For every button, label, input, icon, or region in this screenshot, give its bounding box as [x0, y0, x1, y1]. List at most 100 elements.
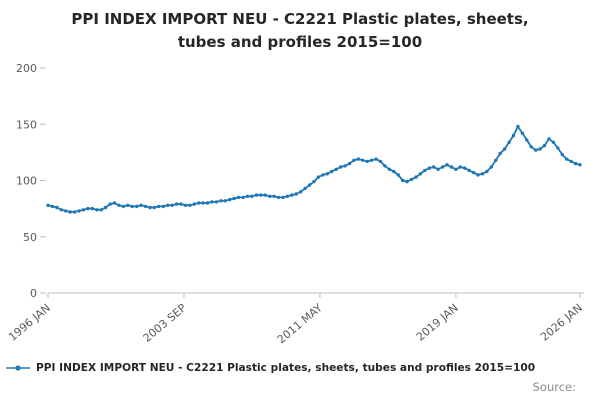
x-axis-tick-label: 2003 SEP [141, 301, 190, 345]
series-point [387, 167, 392, 171]
series-point [525, 138, 529, 142]
series-point [502, 147, 507, 151]
series-point [560, 152, 564, 157]
series-point [130, 204, 134, 209]
series-point [223, 199, 227, 203]
series-point [440, 165, 445, 169]
legend-label: PPI INDEX IMPORT NEU - C2221 Plastic pla… [36, 362, 536, 374]
series-point [489, 165, 493, 169]
series-point [542, 143, 547, 148]
series-point [427, 166, 431, 170]
series-point [307, 183, 312, 187]
series-point [148, 205, 152, 210]
series-point [63, 209, 68, 213]
series-point [81, 208, 86, 212]
series-point [117, 203, 121, 207]
series-point [290, 193, 294, 197]
series-point [392, 169, 396, 174]
x-axis-tick-label: 2026 JAN [538, 301, 585, 343]
series-point [263, 193, 267, 197]
series-point [458, 165, 462, 169]
series-point [356, 157, 360, 161]
x-axis-tick-label: 1996 JAN [6, 301, 53, 343]
series-point [68, 210, 72, 214]
series-point [361, 158, 365, 162]
series-point [369, 158, 374, 162]
series-point [254, 193, 259, 197]
series-point [59, 208, 63, 212]
series-point [573, 161, 578, 166]
series-point [228, 197, 232, 202]
series-point [396, 173, 400, 177]
y-axis-tick-label: 200 [16, 62, 37, 75]
series-point [432, 165, 436, 169]
series-point [409, 177, 414, 182]
series-point [281, 195, 285, 200]
series-point [405, 179, 409, 184]
series-point [374, 157, 378, 161]
series-point [268, 194, 272, 198]
series-line [47, 125, 581, 213]
series-point [179, 202, 183, 206]
series-point [299, 190, 303, 194]
series-point [578, 163, 582, 167]
series-point [467, 168, 471, 173]
series-point [436, 167, 440, 171]
series-point [86, 206, 90, 211]
series-point [418, 172, 423, 176]
series-point [343, 164, 347, 168]
series-point [192, 202, 196, 206]
series-point [108, 202, 112, 206]
series-point [77, 209, 81, 213]
series-point [170, 203, 174, 207]
series-point [55, 205, 59, 210]
series-point [99, 208, 103, 212]
series-point [423, 168, 427, 173]
series-point [401, 178, 405, 183]
series-point [121, 204, 126, 209]
y-axis-tick-label: 50 [23, 231, 37, 244]
series-point [476, 173, 480, 177]
series-point [445, 163, 449, 167]
series-point [352, 158, 356, 162]
series-point [330, 169, 334, 174]
series-point [511, 133, 516, 138]
series-point [236, 195, 241, 200]
series-point [219, 199, 223, 203]
series-point [241, 195, 245, 200]
series-point [294, 192, 298, 196]
series-point [556, 146, 560, 150]
series-point [507, 140, 511, 144]
series-point [454, 167, 458, 171]
x-axis-tick-label: 2011 MAY [275, 301, 325, 346]
series-point [183, 203, 188, 207]
series-point [46, 203, 50, 207]
series-point [312, 179, 316, 184]
series-point [139, 203, 143, 207]
series-point [534, 148, 538, 152]
series-point [498, 151, 502, 156]
series-point [214, 200, 219, 204]
series-point [112, 201, 117, 205]
series-point [538, 147, 542, 151]
series-point [516, 124, 520, 129]
series-point [463, 166, 467, 170]
series-point [383, 164, 387, 168]
series-point [135, 204, 139, 209]
series-point [471, 170, 476, 175]
series-point [365, 159, 369, 164]
series-point [414, 175, 418, 179]
series-point [201, 201, 205, 205]
series-point [157, 204, 161, 209]
series-point [126, 203, 130, 207]
series-point [551, 140, 556, 144]
series-point [143, 204, 148, 209]
series-point [316, 175, 321, 179]
series-point [174, 202, 179, 206]
legend: PPI INDEX IMPORT NEU - C2221 Plastic pla… [5, 362, 600, 374]
y-axis-tick-label: 0 [30, 287, 37, 300]
series-point [90, 206, 95, 211]
series-point [95, 208, 99, 212]
series-point [250, 194, 254, 198]
